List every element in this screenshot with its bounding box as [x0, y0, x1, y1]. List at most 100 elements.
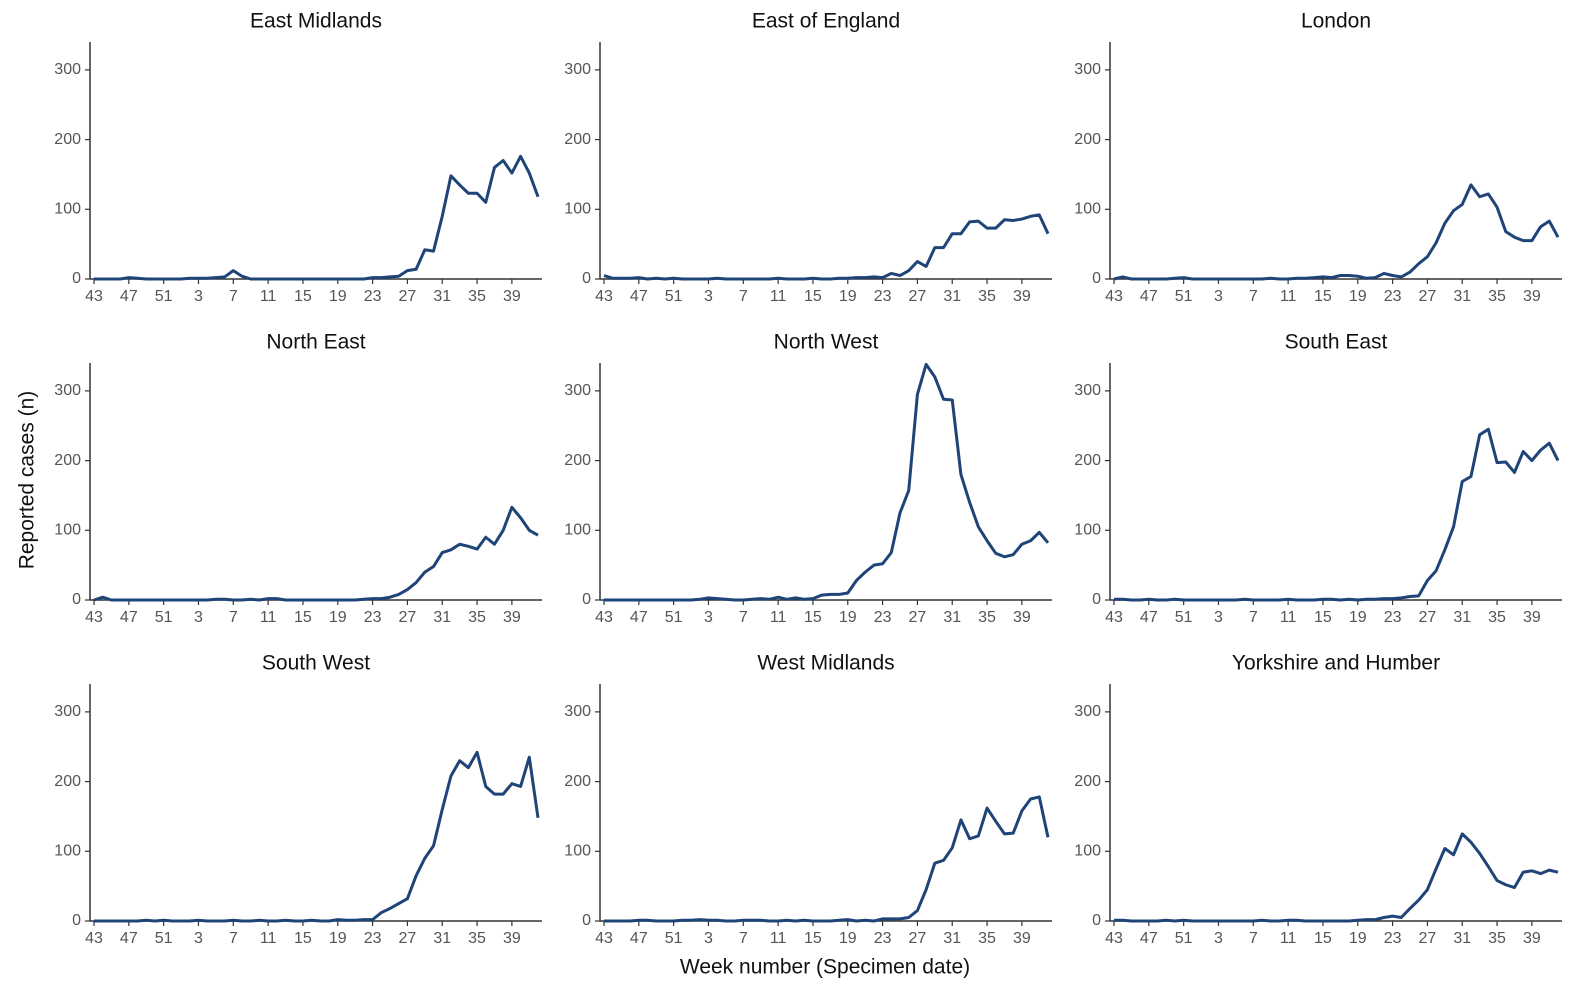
y-axis-label: Reported cases (n) — [16, 391, 39, 570]
y-tick-label: 0 — [72, 270, 81, 287]
x-tick-label: 19 — [329, 930, 347, 947]
x-tick-label: 15 — [294, 609, 312, 626]
x-tick-label: 43 — [595, 288, 613, 305]
x-tick-label: 19 — [839, 930, 857, 947]
x-tick-label: 23 — [874, 609, 892, 626]
x-tick-label: 51 — [155, 288, 173, 305]
x-tick-label: 7 — [1249, 609, 1258, 626]
x-tick-label: 47 — [630, 930, 648, 947]
y-tick-label: 200 — [1074, 131, 1101, 148]
x-tick-label: 11 — [260, 609, 277, 626]
y-tick-label: 300 — [54, 61, 81, 78]
y-tick-label: 100 — [1074, 843, 1101, 860]
y-tick-label: 100 — [54, 843, 81, 860]
panel-title: South East — [1285, 331, 1388, 354]
x-tick-label: 51 — [1175, 609, 1193, 626]
x-tick-label: 7 — [1249, 930, 1258, 947]
x-tick-label: 23 — [874, 288, 892, 305]
x-tick-label: 43 — [85, 609, 103, 626]
y-tick-label: 200 — [564, 773, 591, 790]
y-tick-label: 200 — [54, 131, 81, 148]
x-tick-label: 27 — [399, 288, 417, 305]
x-tick-label: 3 — [1214, 609, 1223, 626]
x-tick-label: 31 — [433, 609, 451, 626]
panel-title: North West — [774, 331, 879, 354]
x-tick-label: 43 — [85, 288, 103, 305]
x-tick-label: 35 — [468, 288, 486, 305]
x-tick-label: 47 — [1140, 288, 1158, 305]
x-tick-label: 15 — [1314, 288, 1332, 305]
y-tick-label: 200 — [564, 131, 591, 148]
x-tick-label: 27 — [1419, 609, 1437, 626]
x-tick-label: 7 — [739, 930, 748, 947]
y-tick-label: 100 — [564, 843, 591, 860]
x-tick-label: 15 — [804, 609, 822, 626]
x-tick-label: 31 — [1453, 609, 1471, 626]
x-tick-label: 3 — [194, 930, 203, 947]
x-tick-label: 43 — [595, 930, 613, 947]
y-tick-label: 300 — [54, 703, 81, 720]
x-tick-label: 23 — [1384, 609, 1402, 626]
series-line — [93, 505, 539, 602]
y-tick-label: 0 — [582, 270, 591, 287]
x-tick-label: 19 — [1349, 288, 1367, 305]
x-tick-label: 7 — [1249, 288, 1258, 305]
panel-title: East Midlands — [250, 10, 382, 33]
y-tick-label: 100 — [564, 201, 591, 218]
x-tick-label: 43 — [1105, 930, 1123, 947]
x-tick-label: 3 — [704, 609, 713, 626]
x-tick-label: 27 — [399, 609, 417, 626]
y-tick-label: 300 — [564, 61, 591, 78]
series-line — [1114, 427, 1560, 602]
x-tick-label: 31 — [943, 288, 961, 305]
panel-title: North East — [266, 331, 365, 354]
x-tick-label: 11 — [770, 930, 787, 947]
y-tick-label: 300 — [564, 382, 591, 399]
x-tick-label: 7 — [739, 288, 748, 305]
y-tick-label: 300 — [564, 703, 591, 720]
y-tick-label: 200 — [1074, 452, 1101, 469]
y-tick-label: 0 — [1092, 591, 1101, 608]
y-tick-label: 200 — [54, 773, 81, 790]
x-tick-label: 39 — [1523, 930, 1541, 947]
x-tick-label: 23 — [1384, 288, 1402, 305]
x-tick-label: 35 — [468, 609, 486, 626]
x-tick-label: 35 — [1488, 930, 1506, 947]
y-tick-label: 100 — [1074, 522, 1101, 539]
panel-title: Yorkshire and Humber — [1232, 652, 1440, 675]
x-tick-label: 31 — [1453, 930, 1471, 947]
x-tick-label: 3 — [704, 930, 713, 947]
x-tick-label: 15 — [1314, 930, 1332, 947]
x-tick-label: 47 — [120, 609, 138, 626]
x-tick-label: 47 — [120, 930, 138, 947]
x-tick-label: 39 — [503, 930, 521, 947]
x-tick-label: 23 — [364, 288, 382, 305]
x-tick-label: 19 — [839, 288, 857, 305]
y-tick-label: 100 — [564, 522, 591, 539]
y-tick-label: 300 — [1074, 703, 1101, 720]
x-tick-label: 35 — [1488, 288, 1506, 305]
y-tick-label: 200 — [564, 452, 591, 469]
x-tick-label: 27 — [909, 609, 927, 626]
x-tick-label: 35 — [978, 288, 996, 305]
x-tick-label: 47 — [1140, 609, 1158, 626]
x-tick-label: 51 — [665, 930, 683, 947]
x-tick-label: 39 — [1523, 609, 1541, 626]
series-line — [94, 154, 540, 281]
x-tick-label: 7 — [229, 288, 238, 305]
x-tick-label: 51 — [665, 609, 683, 626]
x-tick-label: 19 — [1349, 930, 1367, 947]
panel-title: West Midlands — [757, 652, 894, 675]
x-tick-label: 15 — [804, 930, 822, 947]
x-tick-label: 23 — [364, 930, 382, 947]
x-tick-label: 31 — [943, 609, 961, 626]
panel-title: East of England — [752, 10, 900, 33]
x-tick-label: 51 — [155, 609, 173, 626]
x-tick-label: 19 — [1349, 609, 1367, 626]
x-tick-label: 23 — [874, 930, 892, 947]
x-tick-label: 47 — [1140, 930, 1158, 947]
x-tick-label: 35 — [978, 930, 996, 947]
x-tick-label: 31 — [433, 288, 451, 305]
x-tick-label: 19 — [839, 609, 857, 626]
x-tick-label: 39 — [1013, 288, 1031, 305]
